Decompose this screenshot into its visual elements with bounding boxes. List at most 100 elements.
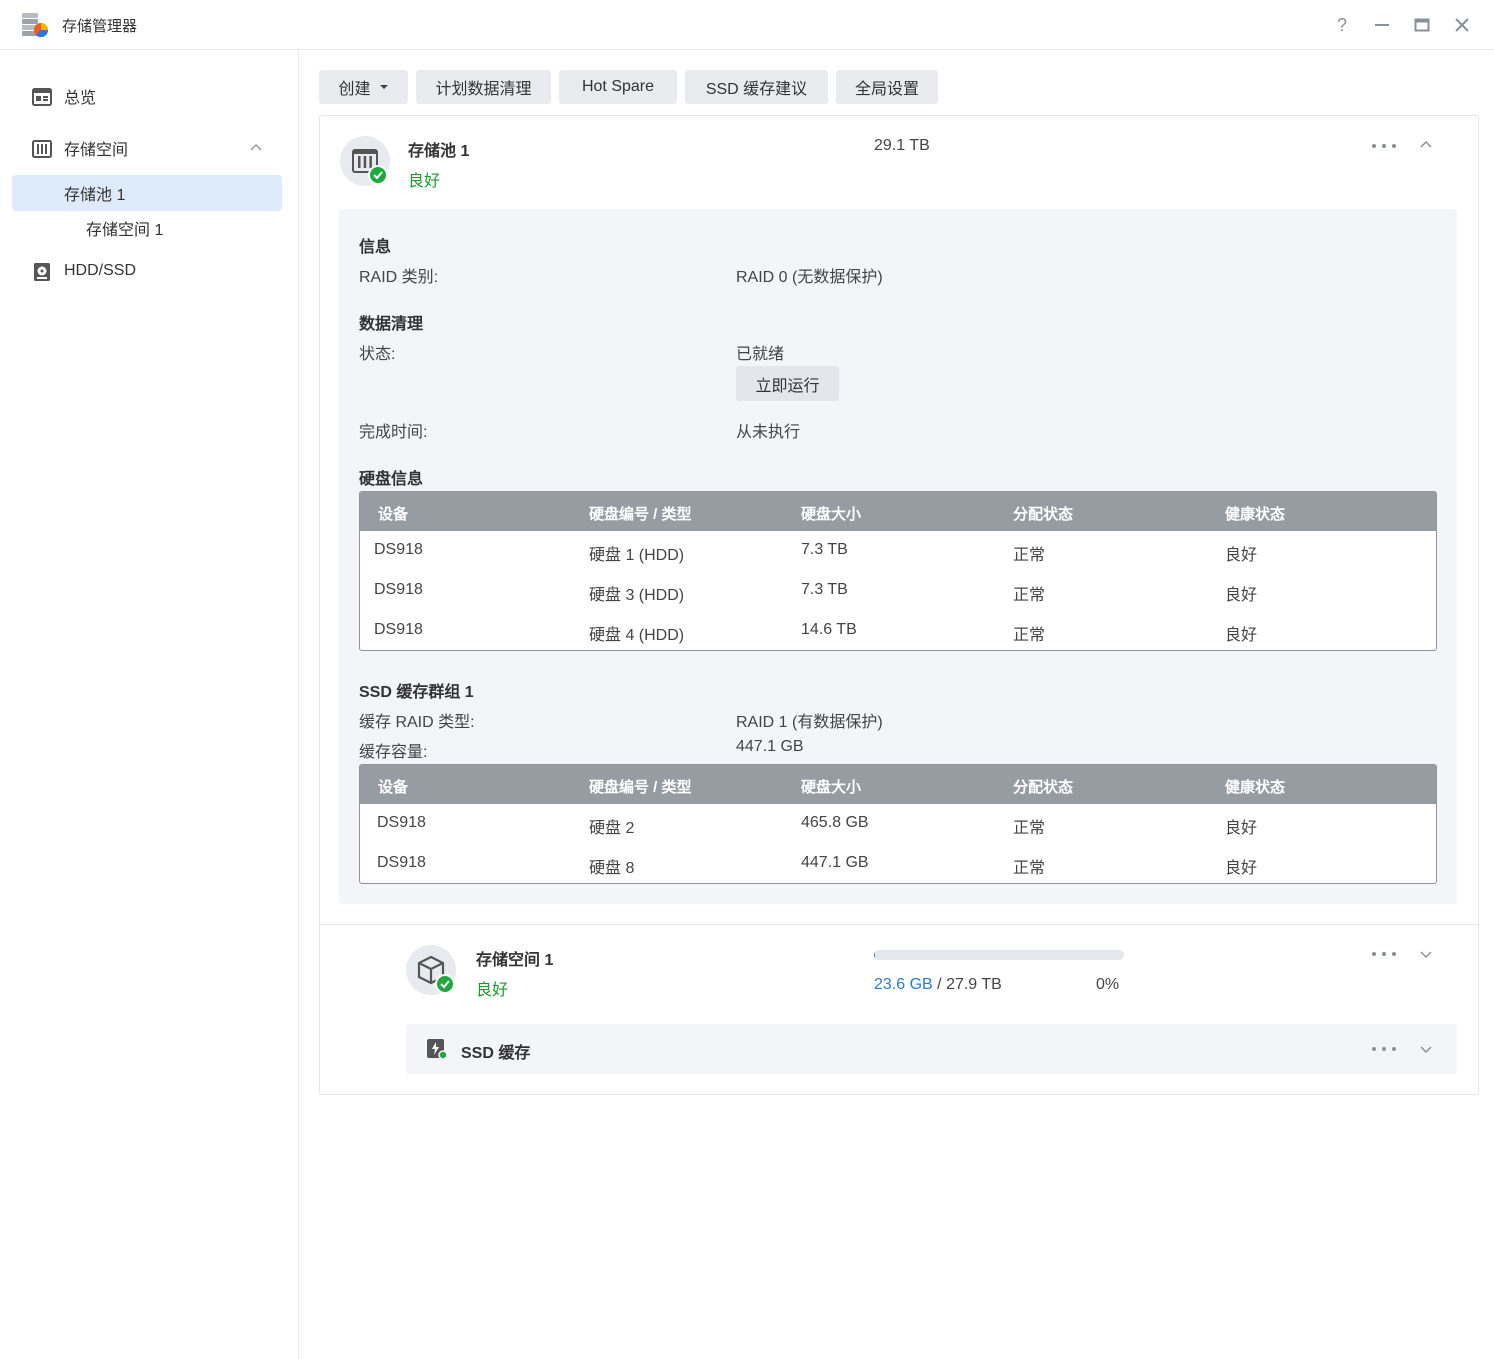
close-icon: [1455, 18, 1469, 32]
chevron-up-icon[interactable]: [248, 140, 264, 156]
health-status-cell: 良好: [1225, 627, 1258, 644]
column-header: 健康状态: [1225, 779, 1286, 796]
run-now-button[interactable]: 立即运行: [736, 366, 839, 401]
caret-down-icon: [379, 85, 388, 89]
column-header: 硬盘编号 / 类型: [589, 779, 692, 796]
cache-capacity-value: 447.1 GB: [736, 738, 804, 755]
device-cell: DS918: [377, 854, 426, 871]
column-header: 设备: [378, 506, 409, 523]
raid-type-label: RAID 类别:: [359, 269, 439, 286]
ssd-cache-advisor-button[interactable]: SSD 缓存建议: [685, 70, 828, 104]
create-button[interactable]: 创建: [319, 70, 408, 104]
device-cell: DS918: [377, 814, 426, 831]
pool-status: 良好: [408, 173, 441, 190]
column-header: 分配状态: [1013, 779, 1074, 796]
pool-name: 存储池 1: [408, 143, 470, 160]
disk-info-heading: 硬盘信息: [359, 471, 424, 488]
device-cell: DS918: [374, 581, 423, 598]
title-bar: 存储管理器 ?: [0, 0, 1494, 50]
global-settings-button[interactable]: 全局设置: [836, 70, 938, 104]
storage-manager-app-icon: [20, 10, 50, 40]
volume-more-icon[interactable]: [1372, 946, 1396, 962]
volume-usage-bar: [874, 950, 1124, 960]
close-button[interactable]: [1450, 13, 1474, 37]
table-row[interactable]: DS918 硬盘 4 (HDD) 14.6 TB 正常 良好: [360, 611, 1436, 650]
column-header: 健康状态: [1225, 506, 1286, 523]
volume-icon: [406, 945, 456, 995]
health-status-cell: 良好: [1225, 860, 1258, 877]
disk-icon: [34, 263, 50, 281]
column-header: 硬盘大小: [801, 779, 862, 796]
divider: [320, 924, 1478, 925]
sidebar-item-pool-1[interactable]: 存储池 1: [12, 175, 282, 211]
column-header: 设备: [378, 779, 409, 796]
sidebar-item-label: 存储空间: [64, 142, 129, 159]
chevron-up-icon[interactable]: [1418, 137, 1434, 153]
sidebar-item-label: 存储池 1: [64, 187, 126, 204]
pool-size: 29.1 TB: [874, 137, 930, 154]
column-header: 分配状态: [1013, 506, 1074, 523]
maximize-button[interactable]: [1410, 13, 1434, 37]
scrub-status-label: 状态:: [359, 346, 396, 363]
volume-usage-separator: /: [937, 976, 942, 993]
volume-usage-fill: [874, 950, 875, 960]
cache-raid-value: RAID 1 (有数据保护): [736, 714, 883, 731]
health-status-cell: 良好: [1225, 587, 1258, 604]
storage-pool-panel: [319, 115, 1479, 1095]
disk-size-cell: 465.8 GB: [801, 814, 869, 831]
table-row[interactable]: DS918 硬盘 8 447.1 GB 正常 良好: [360, 844, 1436, 883]
alloc-status-cell: 正常: [1013, 587, 1046, 604]
chevron-down-icon[interactable]: [1418, 1041, 1434, 1057]
cache-raid-label: 缓存 RAID 类型:: [359, 714, 475, 731]
pool-more-icon[interactable]: [1372, 138, 1396, 154]
table-header: 设备 硬盘编号 / 类型 硬盘大小 分配状态 健康状态: [360, 765, 1436, 804]
volume-total: 27.9 TB: [946, 976, 1002, 993]
sidebar-item-hdd-ssd[interactable]: HDD/SSD: [12, 253, 282, 289]
alloc-status-cell: 正常: [1013, 627, 1046, 644]
disk-size-cell: 7.3 TB: [801, 581, 848, 598]
table-row[interactable]: DS918 硬盘 3 (HDD) 7.3 TB 正常 良好: [360, 571, 1436, 611]
health-status-cell: 良好: [1225, 547, 1258, 564]
disk-id-cell: 硬盘 8: [589, 860, 635, 877]
ssd-cache-label: SSD 缓存: [461, 1045, 531, 1062]
alloc-status-cell: 正常: [1013, 547, 1046, 564]
cache-capacity-label: 缓存容量:: [359, 744, 428, 761]
scrub-time-value: 从未执行: [736, 424, 801, 441]
check-icon: [368, 165, 388, 185]
minimize-button[interactable]: [1370, 13, 1394, 37]
sidebar: 总览 存储空间 存储池 1 存储空间 1 HDD/SSD: [0, 50, 299, 1359]
volume-used: 23.6 GB: [874, 976, 933, 993]
overview-icon: [32, 88, 52, 106]
ssd-cache-row[interactable]: SSD 缓存: [406, 1024, 1457, 1074]
column-header: 硬盘大小: [801, 506, 862, 523]
disk-id-cell: 硬盘 2: [589, 820, 635, 837]
ssd-cache-icon: [427, 1039, 448, 1060]
chevron-down-icon[interactable]: [1418, 946, 1434, 962]
check-icon: [435, 974, 455, 994]
volume-status: 良好: [476, 982, 509, 999]
device-cell: DS918: [374, 621, 423, 638]
cache-disk-table: 设备 硬盘编号 / 类型 硬盘大小 分配状态 健康状态 DS918 硬盘 2 4…: [359, 764, 1437, 884]
disk-size-cell: 7.3 TB: [801, 541, 848, 558]
table-row[interactable]: DS918 硬盘 1 (HDD) 7.3 TB 正常 良好: [360, 531, 1436, 571]
question-icon: ?: [1336, 14, 1347, 35]
sidebar-item-overview[interactable]: 总览: [12, 78, 282, 114]
table-header: 设备 硬盘编号 / 类型 硬盘大小 分配状态 健康状态: [360, 492, 1436, 531]
scrub-status-value: 已就绪: [736, 346, 785, 363]
ssd-cache-group-heading: SSD 缓存群组 1: [359, 684, 474, 701]
device-cell: DS918: [374, 541, 423, 558]
disk-table: 设备 硬盘编号 / 类型 硬盘大小 分配状态 健康状态 DS918 硬盘 1 (…: [359, 491, 1437, 651]
storage-icon: [32, 140, 52, 158]
health-status-cell: 良好: [1225, 820, 1258, 837]
scrub-time-label: 完成时间:: [359, 424, 428, 441]
help-button[interactable]: ?: [1330, 13, 1354, 37]
info-heading: 信息: [359, 239, 392, 256]
sidebar-item-storage[interactable]: 存储空间: [12, 130, 282, 166]
hot-spare-button[interactable]: Hot Spare: [559, 70, 677, 104]
sidebar-item-volume-1[interactable]: 存储空间 1: [12, 210, 282, 246]
schedule-scrub-button[interactable]: 计划数据清理: [416, 70, 551, 104]
create-label: 创建: [338, 81, 371, 98]
table-row[interactable]: DS918 硬盘 2 465.8 GB 正常 良好: [360, 804, 1436, 844]
ssd-cache-more-icon[interactable]: [1372, 1041, 1396, 1057]
disk-size-cell: 14.6 TB: [801, 621, 857, 638]
